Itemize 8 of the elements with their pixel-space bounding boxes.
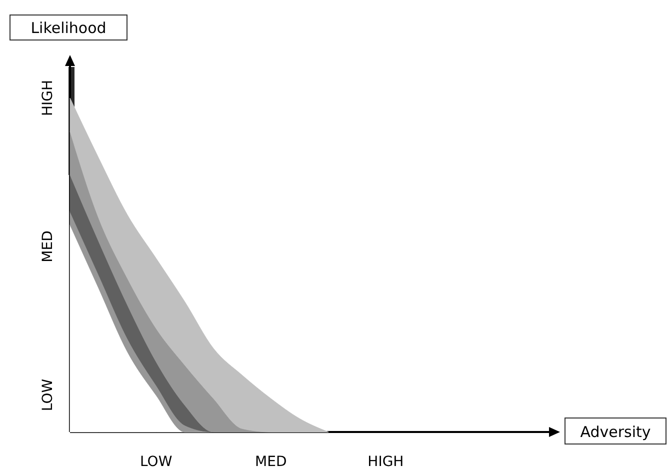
text: HIGH: [40, 80, 56, 116]
text: MED: [40, 230, 56, 262]
x-axis-title: Adversity: [580, 423, 651, 441]
x-tick-label: MED: [255, 454, 287, 470]
x-tick-label: LOW: [140, 454, 172, 470]
text: LOW: [40, 378, 56, 412]
x-tick-label: HIGH: [368, 454, 404, 470]
y-axis-title: Likelihood: [30, 19, 106, 37]
